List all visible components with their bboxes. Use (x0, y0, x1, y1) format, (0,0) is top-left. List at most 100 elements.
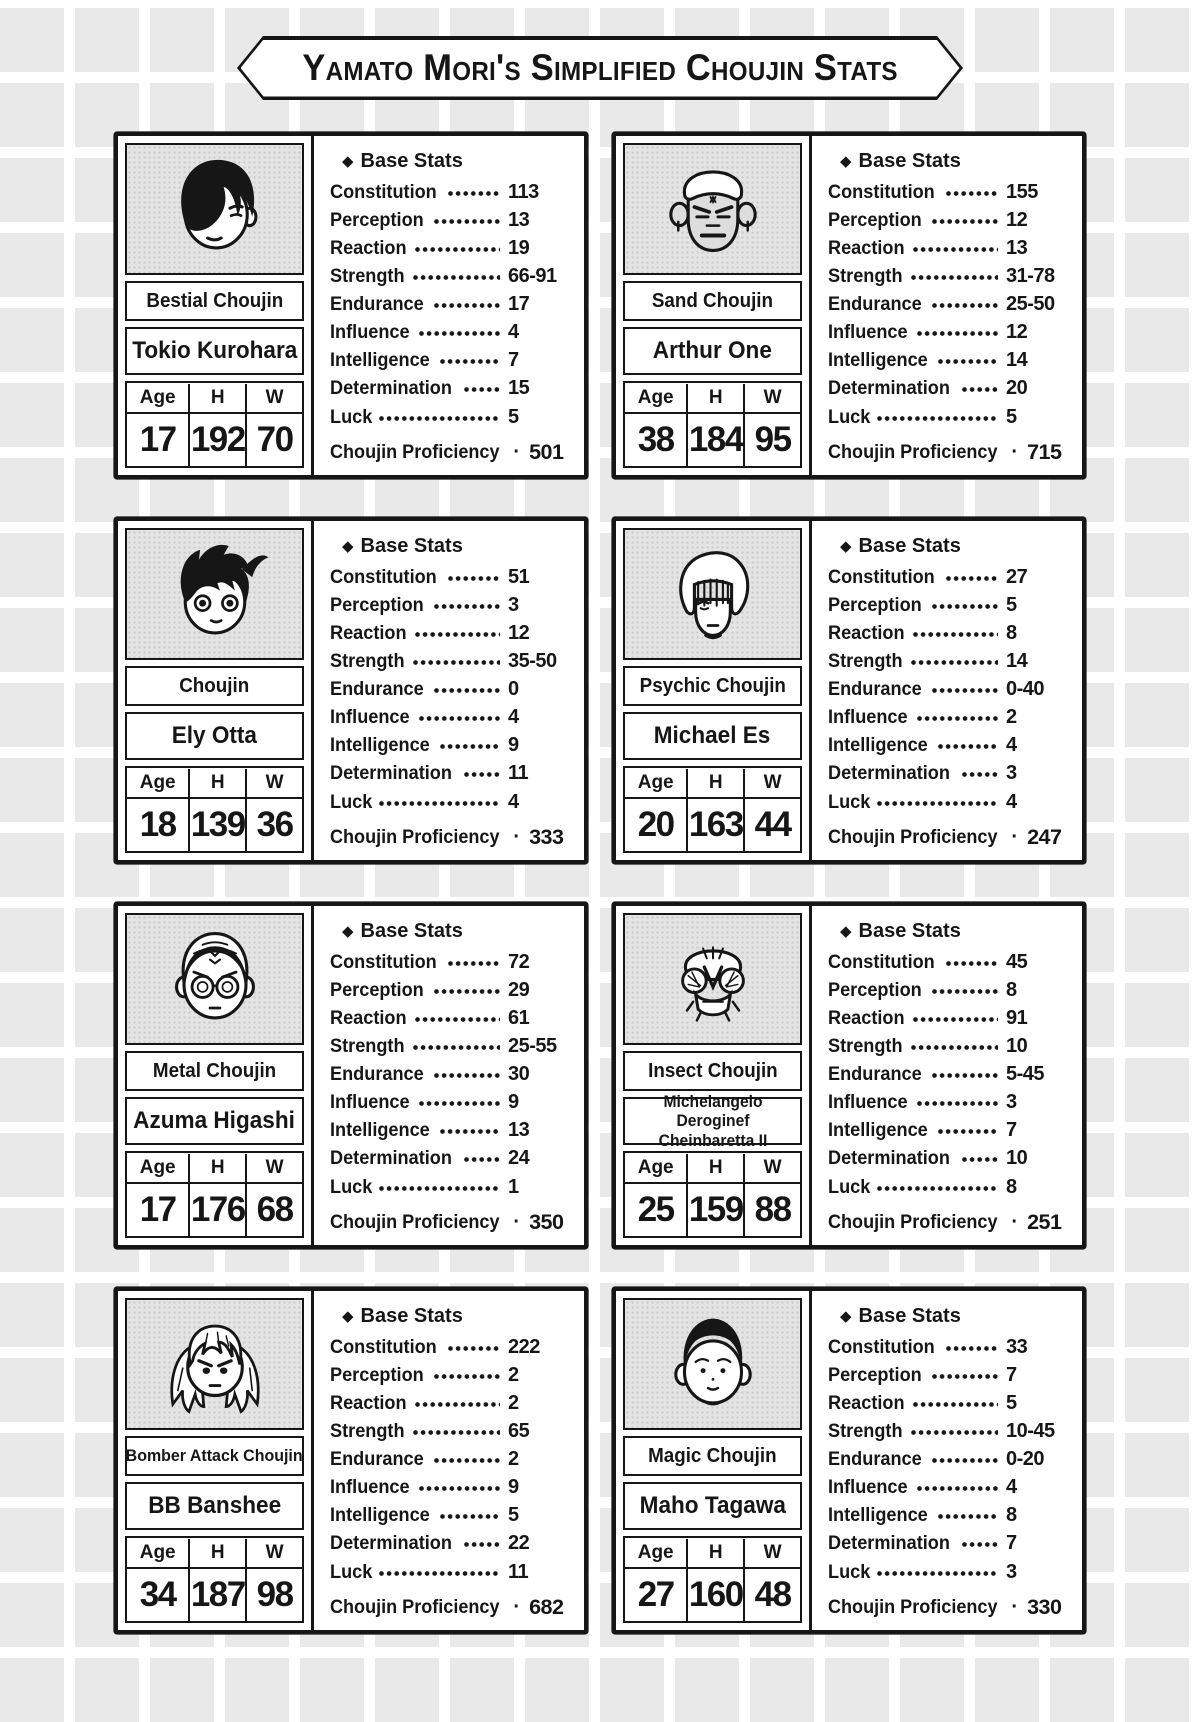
base-stats-header: ◆ Base Stats (840, 920, 1070, 943)
ahw-header-row: Age H W (625, 768, 800, 799)
choujin-type-label: Bomber Attack Choujin (126, 1446, 303, 1465)
stat-row: Influence 4 (330, 320, 572, 346)
height-value: 160 (688, 1568, 746, 1621)
height-value: 187 (190, 1568, 248, 1621)
stat-label: Constitution (330, 1335, 437, 1358)
stat-label: Constitution (828, 950, 935, 973)
stat-value: 72 (508, 950, 530, 973)
stat-row: Determination 3 (828, 761, 1070, 787)
stat-label: Influence (330, 706, 410, 729)
stat-label: Luck (330, 405, 373, 428)
stat-row: Perception 13 (330, 207, 572, 233)
stat-label: Determination (828, 762, 950, 785)
age-value: 20 (625, 798, 689, 851)
weight-header: W (265, 771, 284, 793)
age-header: Age (127, 1538, 191, 1567)
dot-separator: · (1011, 826, 1019, 848)
proficiency-value: 247 (1027, 825, 1062, 849)
age-height-weight-table: Age H W 20 163 44 (623, 766, 802, 853)
dot-leader (962, 1542, 998, 1548)
dot-leader (931, 1073, 998, 1078)
stat-label: Strength (828, 649, 903, 672)
weight-value: 68 (256, 1189, 294, 1229)
choujin-type-box: Choujin (125, 666, 304, 706)
ahw-header-row: Age H W (127, 383, 302, 414)
portrait-box (623, 913, 802, 1045)
stat-row: Intelligence 4 (828, 733, 1070, 759)
character-name-label: Azuma Higashi (133, 1107, 296, 1134)
dot-leader (378, 415, 500, 421)
maho-tagawa-face-icon (649, 1300, 777, 1428)
stat-row: Perception 3 (330, 592, 572, 618)
portrait-box (623, 143, 802, 275)
age-header: Age (625, 383, 689, 412)
age-value: 38 (625, 413, 689, 466)
character-name-box: Maho Tagawa (623, 1482, 802, 1530)
character-name-label: Tokio Kurohara (131, 337, 298, 364)
portrait-box (623, 1298, 802, 1430)
stat-row: Determination 15 (330, 376, 572, 402)
portrait-box (125, 1298, 304, 1430)
base-stats-title: Base Stats (360, 535, 463, 557)
stat-value: 61 (508, 1006, 530, 1029)
stat-value: 13 (508, 208, 530, 231)
dot-leader (938, 744, 998, 750)
stat-value: 5 (508, 405, 519, 428)
age-height-weight-table: Age H W 18 139 36 (125, 766, 304, 853)
height-value: 192 (190, 413, 248, 466)
stat-row: Endurance 0-20 (828, 1447, 1070, 1473)
dot-leader (415, 246, 500, 252)
stat-rows: Constitution 27 Perception 5 Reaction 8 Streng… (828, 564, 1070, 815)
stat-value: 3 (1006, 1560, 1017, 1583)
stat-label: Perception (330, 978, 424, 1001)
base-stats-title: Base Stats (858, 150, 961, 172)
dot-leader (433, 1458, 500, 1463)
stat-label: Determination (330, 377, 452, 400)
stat-label: Influence (828, 1091, 908, 1114)
dot-leader (378, 1185, 500, 1191)
base-stats-panel: ◆ Base Stats Constitution 222 Perception 2 R… (314, 1291, 584, 1630)
dot-leader (916, 716, 998, 722)
dot-leader (931, 603, 998, 609)
stat-label: Endurance (828, 1448, 922, 1470)
stat-label: Constitution (330, 180, 437, 203)
stat-row: Determination 7 (828, 1531, 1070, 1557)
proficiency-label: Choujin Proficiency (330, 441, 500, 463)
dot-leader (440, 744, 500, 750)
stat-row: Reaction 61 (330, 1005, 572, 1031)
stat-value: 19 (508, 236, 530, 259)
stat-rows: Constitution 33 Perception 7 Reaction 5 Streng… (828, 1334, 1070, 1585)
height-value: 176 (190, 1183, 248, 1236)
stat-label: Determination (330, 1532, 452, 1555)
weight-value: 95 (754, 419, 792, 459)
stat-row: Constitution 155 (828, 179, 1070, 205)
weight-value: 70 (256, 419, 294, 459)
dot-separator: · (1011, 441, 1019, 463)
card-left-column: Magic Choujin Maho Tagawa Age H W 27 160… (616, 1291, 812, 1630)
dot-leader (913, 246, 998, 252)
stat-label: Perception (330, 208, 424, 231)
age-height-weight-table: Age H W 38 184 95 (623, 381, 802, 468)
age-height-weight-table: Age H W 17 192 70 (125, 381, 304, 468)
stat-label: Intelligence (828, 734, 928, 757)
dot-leader (418, 1101, 500, 1107)
stat-value: 0-20 (1006, 1448, 1045, 1470)
stat-row: Constitution 27 (828, 564, 1070, 590)
stat-row: Strength 14 (828, 648, 1070, 674)
base-stats-panel: ◆ Base Stats Constitution 155 Perception 12… (812, 136, 1082, 475)
stat-label: Strength (330, 1419, 405, 1442)
height-header: H (190, 768, 248, 797)
portrait-box (125, 528, 304, 660)
proficiency-row: Choujin Proficiency · 330 (828, 1595, 1070, 1620)
stat-row: Luck 5 (330, 404, 572, 430)
dot-leader (913, 631, 998, 637)
stat-label: Constitution (828, 565, 935, 588)
stat-label: Intelligence (828, 349, 928, 372)
character-name-box: Ely Otta (125, 712, 304, 760)
base-stats-header: ◆ Base Stats (342, 535, 572, 558)
stat-value: 22 (508, 1532, 530, 1555)
stat-value: 27 (1006, 565, 1028, 588)
character-name-box: Michael Es (623, 712, 802, 760)
ahw-header-row: Age H W (127, 768, 302, 799)
stat-label: Reaction (828, 1006, 905, 1029)
